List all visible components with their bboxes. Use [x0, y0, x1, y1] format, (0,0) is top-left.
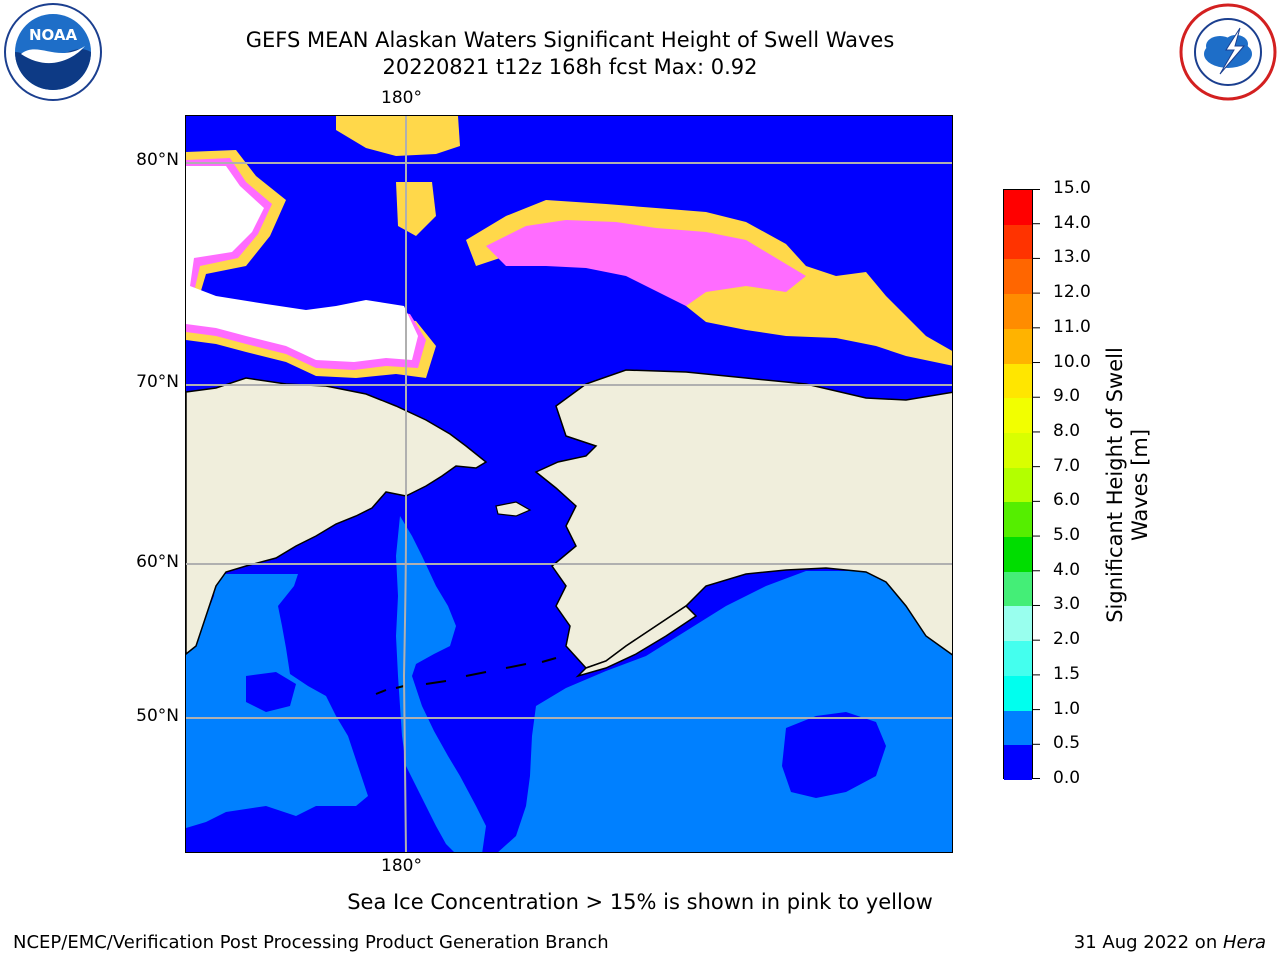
colorbar-tick-label: 14.0	[1053, 212, 1091, 233]
colorbar-tick-label: 6.0	[1053, 490, 1081, 511]
colorbar-title-line2: Waves [m]	[1128, 428, 1152, 542]
colorbar-band	[1004, 432, 1032, 469]
sea-ice-west-core	[186, 166, 418, 362]
sea-ice-note: Sea Ice Concentration > 15% is shown in …	[347, 890, 933, 914]
map-panel[interactable]	[185, 115, 953, 853]
colorbar-band	[1004, 467, 1032, 503]
colorbar-tick-label: 12.0	[1053, 282, 1091, 303]
lat-label-80n: 80°N	[136, 150, 179, 170]
deep-blue-patch	[782, 712, 886, 798]
map-subtitle: 20220821 t12z 168h fcst Max: 0.92	[382, 55, 758, 79]
colorbar-band	[1004, 745, 1032, 781]
map-title: GEFS MEAN Alaskan Waters Significant Hei…	[245, 28, 895, 52]
gridline-180	[402, 116, 407, 852]
lat-label-60n: 60°N	[136, 552, 179, 572]
lon-label-top-180: 180°	[381, 88, 422, 108]
colorbar-tick-label: 1.5	[1053, 663, 1081, 684]
aleutian-islands	[375, 657, 557, 695]
colorbar-band	[1004, 641, 1032, 677]
deep-blue-patch-2	[246, 672, 296, 712]
land-alaska-peninsula	[575, 605, 698, 678]
graticule	[186, 116, 952, 852]
colorbar-band	[1004, 294, 1032, 330]
colorbar-band	[1004, 224, 1032, 260]
colorbar-tick-label: 4.0	[1053, 559, 1081, 580]
colorbar-tick-label: 7.0	[1053, 455, 1081, 476]
sea-ice-east-pink	[486, 220, 806, 306]
colorbar-band	[1004, 398, 1032, 434]
colorbar-tick-label: 11.0	[1053, 316, 1091, 337]
land-st-lawrence-island	[495, 501, 532, 517]
noaa-logo-text: NOAA	[29, 26, 78, 44]
footer-date: 31 Aug 2022 on Hera	[1074, 932, 1266, 953]
colorbar-band	[1004, 710, 1032, 746]
footer-date-text: 31 Aug 2022 on	[1073, 932, 1223, 953]
colorbar-tick-label: 3.0	[1053, 594, 1081, 615]
swell-region-central	[396, 516, 486, 852]
colorbar-band	[1004, 259, 1032, 295]
nws-logo-icon	[1179, 3, 1277, 101]
lon-label-bottom-180: 180°	[381, 856, 422, 876]
colorbar-tick-label: 13.0	[1053, 247, 1091, 268]
footer-machine: Hera	[1222, 932, 1266, 953]
colorbar-band	[1004, 363, 1032, 399]
lat-label-50n: 50°N	[136, 706, 179, 726]
footer-credit: NCEP/EMC/Verification Post Processing Pr…	[13, 932, 609, 953]
colorbar-band	[1004, 190, 1032, 226]
colorbar-tick-label: 15.0	[1053, 178, 1091, 198]
colorbar-tick-label: 9.0	[1053, 386, 1081, 407]
lat-label-70n: 70°N	[136, 372, 179, 392]
colorbar-band	[1004, 571, 1032, 607]
sea-ice-north-patch	[336, 116, 460, 156]
colorbar-ticks	[1033, 189, 1040, 779]
colorbar-tick-label: 0.0	[1053, 768, 1081, 788]
colorbar-tick-label: 1.0	[1053, 698, 1081, 719]
noaa-logo-icon: NOAA	[4, 3, 102, 101]
colorbar-band	[1004, 537, 1032, 573]
colorbar-title-line1: Significant Height of Swell	[1103, 347, 1127, 623]
land-russia	[186, 377, 488, 655]
map-canvas[interactable]	[186, 116, 953, 853]
colorbar-band	[1004, 328, 1032, 365]
colorbar	[1003, 189, 1033, 781]
colorbar-tick-label: 8.0	[1053, 420, 1081, 441]
colorbar-band	[1004, 502, 1032, 538]
colorbar-tick-label: 10.0	[1053, 351, 1091, 372]
colorbar-band	[1004, 675, 1032, 712]
colorbar-tick-label: 5.0	[1053, 525, 1081, 546]
colorbar-tick-label: 2.0	[1053, 629, 1081, 650]
colorbar-band	[1004, 606, 1032, 642]
colorbar-tick-label: 0.5	[1053, 733, 1081, 754]
